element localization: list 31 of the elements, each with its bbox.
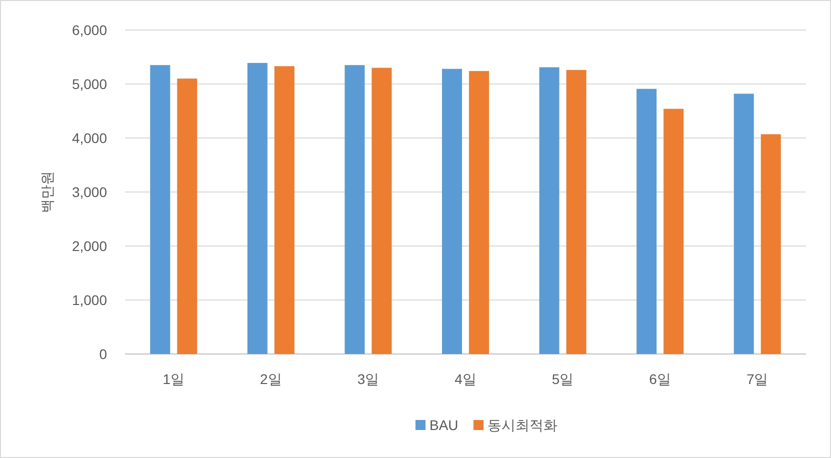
bar <box>539 67 560 354</box>
bar <box>247 62 268 354</box>
y-tick-label: 5,000 <box>72 76 108 92</box>
x-tick-label: 2일 <box>260 371 282 387</box>
bar <box>734 94 754 354</box>
bar <box>664 108 684 354</box>
y-tick-label: 2,000 <box>72 238 108 254</box>
bar <box>372 68 392 354</box>
bar <box>344 65 365 354</box>
bar <box>636 88 657 354</box>
bar <box>177 78 198 354</box>
y-tick-label: 6,000 <box>72 22 108 38</box>
bar <box>566 70 586 354</box>
x-tick-label: 6일 <box>649 371 671 387</box>
bar <box>469 71 489 354</box>
y-tick-label: 3,000 <box>72 184 108 200</box>
x-tick-label: 3일 <box>357 371 380 387</box>
y-tick-label: 0 <box>99 346 108 362</box>
x-tick-label: 5일 <box>552 371 574 387</box>
y-tick-label: 4,000 <box>72 130 108 146</box>
bar <box>760 134 781 354</box>
legend-label: 동시최적화 <box>488 416 558 433</box>
bar <box>442 68 462 354</box>
x-tick-label: 7일 <box>746 371 768 387</box>
bar <box>150 65 170 354</box>
x-tick-label: 4일 <box>454 371 476 387</box>
x-tick-label: 1일 <box>162 371 185 387</box>
legend-label: BAU <box>430 416 458 433</box>
y-axis-title: 백만원 <box>39 171 55 213</box>
y-tick-label: 1,000 <box>72 292 108 308</box>
bar <box>274 66 294 354</box>
